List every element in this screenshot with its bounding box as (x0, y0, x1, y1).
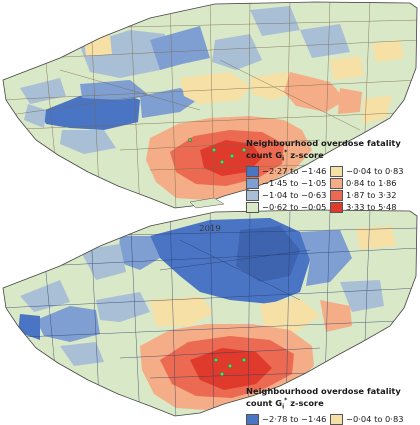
year-label: 2019 (199, 224, 221, 234)
legend-swatch (246, 413, 259, 425)
legend-swatch (330, 189, 343, 201)
legend-entry: 0·84 to 1·86 (330, 177, 414, 189)
legend-swatch (246, 177, 259, 189)
legend-title-line1: Neighbourhood overdose fatality (246, 386, 401, 396)
legend-entry: −0·04 to 0·83 (330, 165, 414, 177)
legend-entry: −0·04 to 0·83 (330, 413, 414, 425)
legend-swatch (246, 165, 259, 177)
legend-title: Neighbourhood overdose fatality count Gi… (246, 386, 416, 412)
top-map-choropleth (3, 2, 417, 208)
legend-bottom: Neighbourhood overdose fatality count Gi… (246, 386, 416, 425)
legend-swatch (330, 201, 343, 213)
legend-title-line1: Neighbourhood overdose fatality (246, 138, 401, 148)
legend-entry: −2·27 to −1·46 (246, 165, 330, 177)
legend-entry: −1·45 to −1·05 (246, 177, 330, 189)
legend-entry: 1·87 to 3·32 (330, 189, 414, 201)
legend-swatch (330, 177, 343, 189)
legend-entry: 3·33 to 5·48 (330, 201, 414, 213)
legend-title: Neighbourhood overdose fatality count Gi… (246, 138, 416, 164)
legend-title-line2: count Gi* z-score (246, 397, 324, 411)
legend-swatch (246, 189, 259, 201)
legend-entries: −2·78 to −1·46 −0·04 to 0·83 (246, 413, 416, 425)
map-top (2, 1, 418, 209)
legend-swatch (246, 201, 259, 213)
legend-swatch (330, 165, 343, 177)
legend-swatch (330, 413, 343, 425)
legend-entry: −1·04 to −0·63 (246, 189, 330, 201)
legend-title-line2: count Gi* z-score (246, 149, 324, 163)
legend-entry: −0·62 to −0·05 (246, 201, 330, 213)
legend-top: Neighbourhood overdose fatality count Gi… (246, 138, 416, 213)
legend-entries: −2·27 to −1·46 −0·04 to 0·83 −1·45 to −1… (246, 165, 416, 213)
legend-entry: −2·78 to −1·46 (246, 413, 330, 425)
